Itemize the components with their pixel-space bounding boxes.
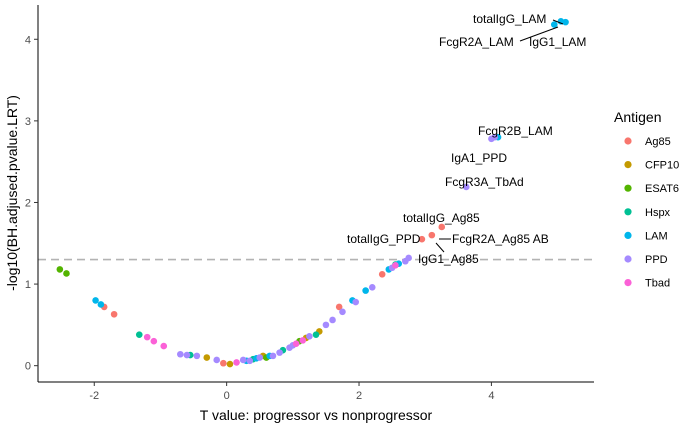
point-label: FcgR3A_TbAd	[445, 175, 524, 189]
data-point-ag85	[418, 235, 426, 243]
data-point-tbad	[143, 333, 151, 341]
x-tick-label: -2	[89, 390, 99, 402]
y-tick-label: 0	[25, 361, 31, 373]
data-point-hspx	[135, 331, 143, 338]
legend-key-esat6	[624, 184, 632, 192]
legend-label: LAM	[645, 230, 668, 242]
point-label: totalIgG_LAM	[473, 12, 546, 26]
data-point-ppd	[183, 351, 191, 359]
data-point-ppd	[306, 333, 313, 340]
data-point-ppd	[239, 356, 247, 364]
legend-key-hspx	[624, 208, 632, 216]
data-point-ag85	[220, 359, 227, 367]
data-point-esat6	[63, 270, 70, 277]
data-point-ppd	[213, 356, 221, 364]
point-label: FcgR2A_Ag85 AB	[452, 232, 549, 246]
data-point-cfp10	[226, 360, 234, 368]
legend-label: Tbad	[645, 278, 670, 290]
data-point-ppd	[322, 321, 330, 329]
data-point-ppd	[368, 284, 376, 291]
data-point-cfp10	[203, 354, 211, 361]
point-labels: totalIgG_LAM FcgR2A_LAM IgG1_LAM FcgR2B_LAM…	[347, 12, 586, 266]
label-connector	[435, 242, 445, 253]
data-point-ppd	[491, 133, 499, 141]
data-point-ppd	[256, 354, 264, 361]
data-point-ppd	[339, 308, 346, 316]
data-point-tbad	[233, 359, 240, 366]
data-point-tbad	[299, 337, 307, 344]
data-point-ppd	[405, 254, 412, 262]
point-label: totalIgG_Ag85	[403, 211, 480, 225]
x-tick-label: 0	[224, 390, 230, 402]
data-point-ppd	[352, 298, 360, 306]
data-point-lam	[562, 18, 569, 26]
legend-key-ppd	[624, 255, 632, 263]
data-point-tbad	[160, 342, 168, 350]
label-connector	[552, 19, 564, 25]
data-point-ag85	[335, 303, 343, 311]
data-point-ag85	[428, 231, 436, 239]
legend-key-ag85	[624, 137, 632, 145]
data-point-ppd	[276, 349, 283, 356]
data-point-tbad	[392, 262, 399, 269]
x-tick-label: 4	[488, 390, 494, 402]
legend-label: CFP10	[645, 160, 679, 172]
point-label: FcgR2A_LAM	[439, 35, 514, 49]
data-point-ppd	[177, 350, 184, 358]
legend-label: PPD	[645, 254, 668, 266]
point-label: totalIgG_PPD	[347, 232, 421, 246]
x-axis-title: T value: progressor vs nonprogressor	[200, 407, 433, 423]
data-point-tbad	[150, 337, 158, 345]
y-axis-title: -log10(BH.adjused.pvalue.LRT)	[4, 95, 20, 291]
data-point-lam	[97, 301, 105, 308]
point-label: FcgR2B_LAM	[478, 124, 553, 138]
legend-key-lam	[624, 231, 632, 239]
data-point-hspx	[312, 331, 320, 338]
label-segments	[435, 19, 564, 253]
legend-key-tbad	[624, 279, 632, 287]
legend-label: Hspx	[645, 207, 671, 219]
data-point-ag85	[110, 310, 118, 318]
data-point-esat6	[56, 266, 64, 273]
data-point-lam	[92, 297, 99, 304]
y-tick-label: 2	[25, 197, 31, 209]
points-layer	[38, 18, 594, 368]
data-point-ppd	[269, 352, 277, 360]
point-label: IgG1_LAM	[529, 35, 586, 49]
data-point-ppd	[246, 357, 254, 365]
legend-label: Ag85	[645, 136, 671, 148]
data-point-ag85	[378, 270, 386, 278]
data-point-ppd	[462, 183, 470, 191]
data-point-ppd	[193, 352, 201, 360]
data-point-ag85	[438, 223, 446, 231]
data-point-lam	[362, 287, 369, 294]
point-label: IgG1_Ag85	[418, 252, 479, 266]
point-label: IgA1_PPD	[451, 151, 507, 165]
legend: Ag85 CFP10 ESAT6 Hspx LAM PPD Tbad	[624, 136, 679, 290]
data-point-tbad	[292, 340, 300, 347]
legend-key-cfp10	[624, 161, 632, 169]
axis-ticks: -2 0 2 4 0 1 2 3 4	[25, 34, 495, 402]
legend-title: Antigen	[614, 109, 661, 125]
label-connector	[519, 26, 559, 42]
y-tick-label: 4	[25, 34, 31, 46]
data-point-ppd	[329, 316, 336, 324]
data-point-lam	[550, 21, 558, 28]
x-tick-label: 2	[356, 390, 362, 402]
y-tick-label: 3	[25, 116, 31, 128]
legend-label: ESAT6	[645, 183, 679, 195]
y-tick-label: 1	[25, 279, 31, 291]
